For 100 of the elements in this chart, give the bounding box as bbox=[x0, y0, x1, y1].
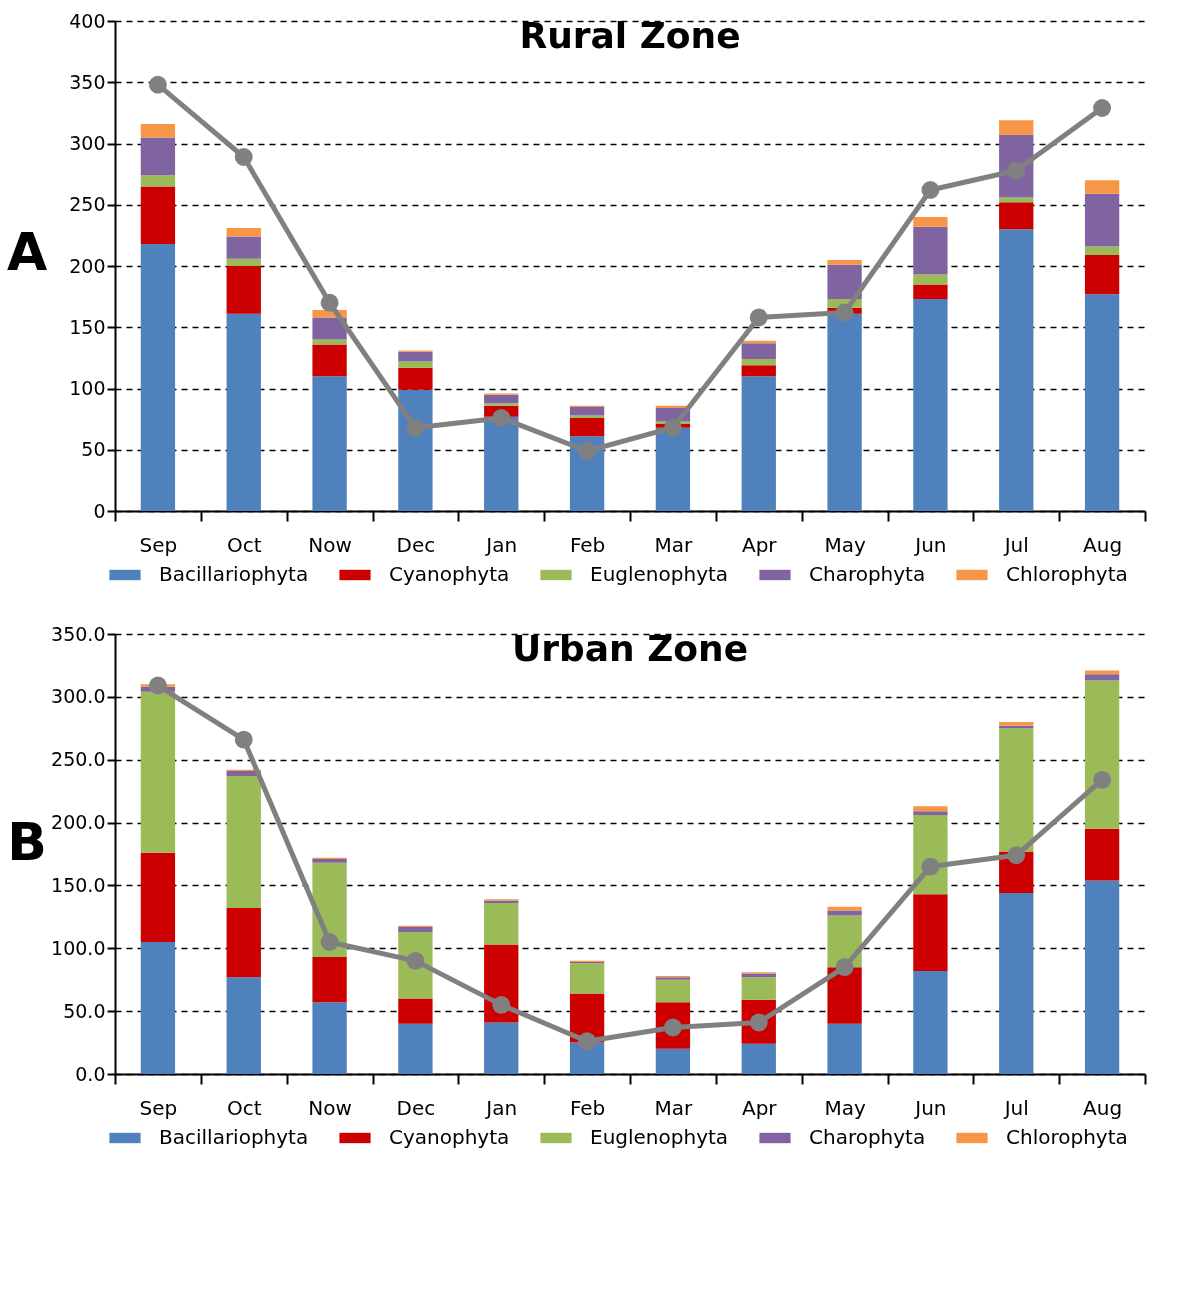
x-tick-label: Jan bbox=[484, 1095, 518, 1120]
bar bbox=[226, 908, 261, 978]
x-tick-label: Oct bbox=[226, 1095, 262, 1120]
bar bbox=[741, 359, 776, 366]
y-tick-label: 0 bbox=[93, 499, 106, 522]
y-tick-label: 250.0 bbox=[51, 748, 106, 771]
bar bbox=[140, 942, 176, 1074]
bar bbox=[913, 806, 948, 812]
legend-label: Euglenophyta bbox=[590, 562, 729, 586]
y-tick-label: 100 bbox=[69, 377, 106, 399]
bar bbox=[999, 120, 1034, 135]
bar bbox=[827, 313, 862, 511]
x-tick-label: May bbox=[824, 1095, 866, 1120]
y-tick-label: 50 bbox=[81, 438, 106, 461]
x-tick-label: Jan bbox=[484, 532, 518, 557]
bar bbox=[398, 998, 433, 1024]
bar bbox=[1084, 828, 1120, 881]
point bbox=[320, 933, 339, 951]
bar bbox=[484, 403, 519, 406]
bar bbox=[741, 343, 776, 360]
y-tick-label: 350 bbox=[69, 70, 106, 93]
bar bbox=[398, 351, 433, 362]
bar bbox=[1084, 674, 1120, 681]
y-tick-label: 200 bbox=[69, 254, 106, 277]
bar bbox=[913, 226, 948, 275]
bar bbox=[226, 228, 261, 237]
legend-label: Chlorophyta bbox=[1006, 562, 1128, 586]
bar bbox=[569, 415, 605, 418]
bar bbox=[913, 299, 948, 511]
bar bbox=[226, 977, 261, 1074]
bar bbox=[312, 1002, 347, 1074]
x-tick-label: Jul bbox=[1002, 1095, 1029, 1120]
x-tick-label: Feb bbox=[569, 532, 606, 557]
legend-label: Cyanophyta bbox=[389, 562, 510, 586]
x-tick-label: Aug bbox=[1083, 1095, 1123, 1120]
x-tick-label: Apr bbox=[741, 1095, 778, 1120]
x-tick-label: Jun bbox=[913, 532, 947, 557]
bar bbox=[827, 906, 862, 911]
x-tick-label: Sep bbox=[139, 532, 178, 557]
x-tick-label: Now bbox=[308, 532, 352, 557]
y-tick-label: 100.0 bbox=[51, 936, 106, 959]
point bbox=[835, 303, 854, 322]
point bbox=[921, 857, 940, 876]
x-tick-label: Mar bbox=[654, 1095, 694, 1120]
point bbox=[578, 442, 597, 460]
legend-label: Euglenophyta bbox=[590, 1125, 729, 1149]
legend-label: Cyanophyta bbox=[389, 1125, 510, 1149]
point bbox=[406, 418, 425, 437]
bar bbox=[999, 229, 1034, 511]
bar bbox=[312, 957, 347, 1003]
bar bbox=[655, 427, 691, 511]
bar bbox=[226, 258, 261, 266]
bar bbox=[1084, 180, 1120, 194]
bar bbox=[827, 967, 862, 1024]
x-tick-label: Jun bbox=[913, 1095, 947, 1120]
bar bbox=[1084, 254, 1120, 295]
bar bbox=[913, 894, 948, 971]
x-tick-label: May bbox=[824, 532, 866, 557]
bar bbox=[827, 264, 862, 300]
point bbox=[492, 995, 511, 1014]
chart-title: Urban Zone bbox=[511, 628, 749, 669]
bar bbox=[484, 1022, 519, 1074]
bar bbox=[999, 892, 1034, 1074]
point bbox=[1007, 846, 1026, 865]
y-tick-label: 200.0 bbox=[51, 811, 106, 834]
bar bbox=[140, 852, 176, 942]
text: A bbox=[6, 222, 48, 283]
x-tick-label: Aug bbox=[1083, 532, 1123, 557]
bar bbox=[569, 406, 605, 416]
bar bbox=[1084, 294, 1120, 511]
chart-title: Rural Zone bbox=[519, 15, 741, 56]
legend-label: Chlorophyta bbox=[1006, 1125, 1128, 1149]
x-tick-label: Mar bbox=[654, 532, 694, 557]
bar bbox=[140, 123, 176, 138]
x-tick-label: Dec bbox=[396, 532, 436, 557]
point bbox=[234, 730, 253, 749]
bar bbox=[398, 367, 433, 390]
legend-label: Bacillariophyta bbox=[159, 562, 309, 586]
bar bbox=[913, 811, 948, 816]
bar bbox=[226, 266, 261, 314]
point bbox=[921, 181, 940, 199]
bar bbox=[398, 361, 433, 368]
bar bbox=[140, 243, 176, 511]
x-tick-label: Sep bbox=[139, 1095, 178, 1120]
point bbox=[1093, 770, 1112, 789]
x-tick-label: Jul bbox=[1002, 532, 1029, 557]
y-tick-label: 150.0 bbox=[51, 873, 106, 896]
point bbox=[835, 958, 854, 977]
point bbox=[749, 308, 768, 327]
bar bbox=[140, 186, 176, 244]
legend-label: Charophyta bbox=[809, 562, 926, 586]
bar bbox=[999, 197, 1034, 203]
point bbox=[492, 408, 511, 427]
x-tick-label: Now bbox=[308, 1095, 352, 1120]
bar bbox=[1084, 670, 1120, 675]
bar bbox=[741, 973, 776, 978]
y-tick-label: 50.0 bbox=[63, 999, 106, 1022]
legend-label: Charophyta bbox=[809, 1125, 926, 1149]
bar bbox=[655, 1048, 691, 1074]
bar bbox=[226, 313, 261, 511]
